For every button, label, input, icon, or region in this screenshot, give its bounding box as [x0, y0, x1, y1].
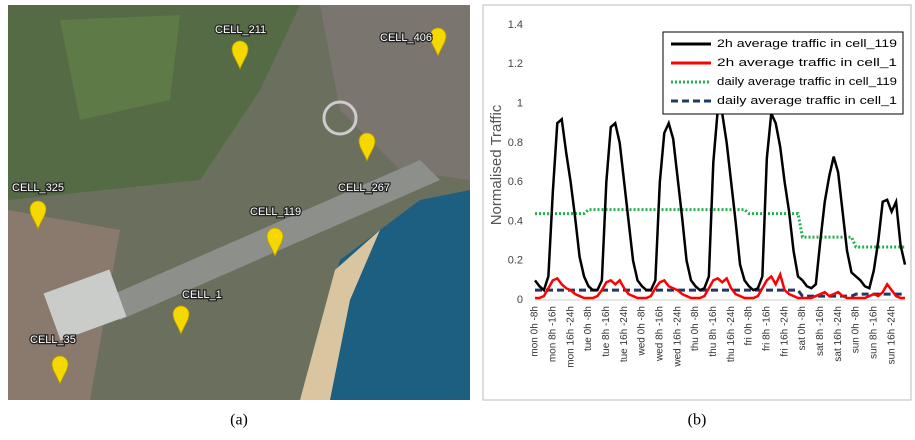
map — [8, 5, 470, 400]
cell-label: CELL_325 — [12, 182, 64, 194]
y-tick-label: 0.8 — [508, 137, 523, 149]
roundabout — [322, 100, 358, 136]
y-tick-label: 1 — [517, 97, 523, 109]
x-tick-label: sun 0h -8h — [851, 306, 862, 353]
map-pin — [29, 200, 47, 231]
x-tick-label: thu 0h -8h — [690, 306, 701, 351]
x-tick-label: wed 8h -16h — [654, 306, 665, 362]
y-tick-label: 0.6 — [508, 176, 523, 188]
x-tick-label: fri 16h -24h — [779, 306, 790, 357]
cell-label: CELL_1 — [182, 289, 222, 301]
x-tick-label: sun 8h -16h — [868, 306, 879, 359]
park-area — [60, 15, 180, 120]
legend-label: daily average traffic in cell_1 — [717, 95, 897, 107]
legend-label: 2h average traffic in cell_119 — [717, 38, 897, 50]
x-tick-label: mon 8h -16h — [547, 306, 558, 362]
y-axis-label: Normalised Traffic — [488, 104, 505, 225]
x-tick-label: sun 16h -24h — [886, 306, 897, 364]
cell-label: CELL_211 — [215, 24, 266, 36]
map-pin — [266, 227, 284, 258]
x-tick-label: wed 0h -8h — [637, 306, 648, 356]
cell-label: CELL_406 — [380, 32, 432, 44]
sea — [300, 190, 470, 400]
x-tick-label: sat 16h -24h — [833, 306, 844, 362]
cell-label: CELL_35 — [30, 334, 76, 346]
caption: (b) — [688, 412, 707, 429]
x-tick-label: sat 8h -16h — [815, 306, 826, 356]
legend-box — [662, 31, 904, 115]
map-pin — [172, 305, 190, 336]
cell-pins: CELL_211 CELL_406 CELL_325 CELL_267 CELL_119… — [11, 23, 447, 386]
y-tick-label: 0 — [517, 294, 523, 306]
x-tick-label: fri 0h -8h — [744, 306, 755, 345]
x-tick-label: tue 16h -24h — [619, 306, 630, 362]
y-tick-label: 0.2 — [508, 255, 523, 267]
y-tick-label: 0.4 — [508, 215, 523, 227]
map-pin — [231, 40, 249, 71]
cell-label: CELL_119 — [250, 206, 301, 218]
series-line — [535, 270, 905, 300]
x-tick-label: tue 8h -16h — [601, 306, 612, 357]
x-tick-label: mon 0h -8h — [530, 306, 541, 357]
cell-label: CELL_267 — [338, 182, 390, 194]
legend-label: 2h average traffic in cell_1 — [717, 57, 897, 69]
x-tick-label: fri 8h -16h — [761, 306, 772, 351]
x-tick-label: mon 16h -24h — [565, 306, 576, 368]
caption: (a) — [230, 412, 248, 429]
y-tick-label: 1.4 — [508, 19, 523, 31]
beach — [300, 230, 380, 400]
x-tick-label: wed 16h -24h — [672, 306, 683, 368]
legend-label: daily average traffic in cell_119 — [717, 76, 897, 88]
building — [43, 269, 127, 341]
x-tick-label: sat 0h -8h — [797, 306, 808, 350]
x-tick-label: thu 8h -16h — [708, 306, 719, 357]
map-pin — [429, 27, 447, 58]
urban-area — [320, 5, 470, 180]
y-tick-label: 1.2 — [508, 58, 523, 70]
x-tick-label: tue 0h -8h — [583, 306, 594, 351]
map-pin — [358, 132, 376, 163]
x-tick-label: thu 16h -24h — [726, 306, 737, 362]
map-pin — [51, 355, 69, 386]
